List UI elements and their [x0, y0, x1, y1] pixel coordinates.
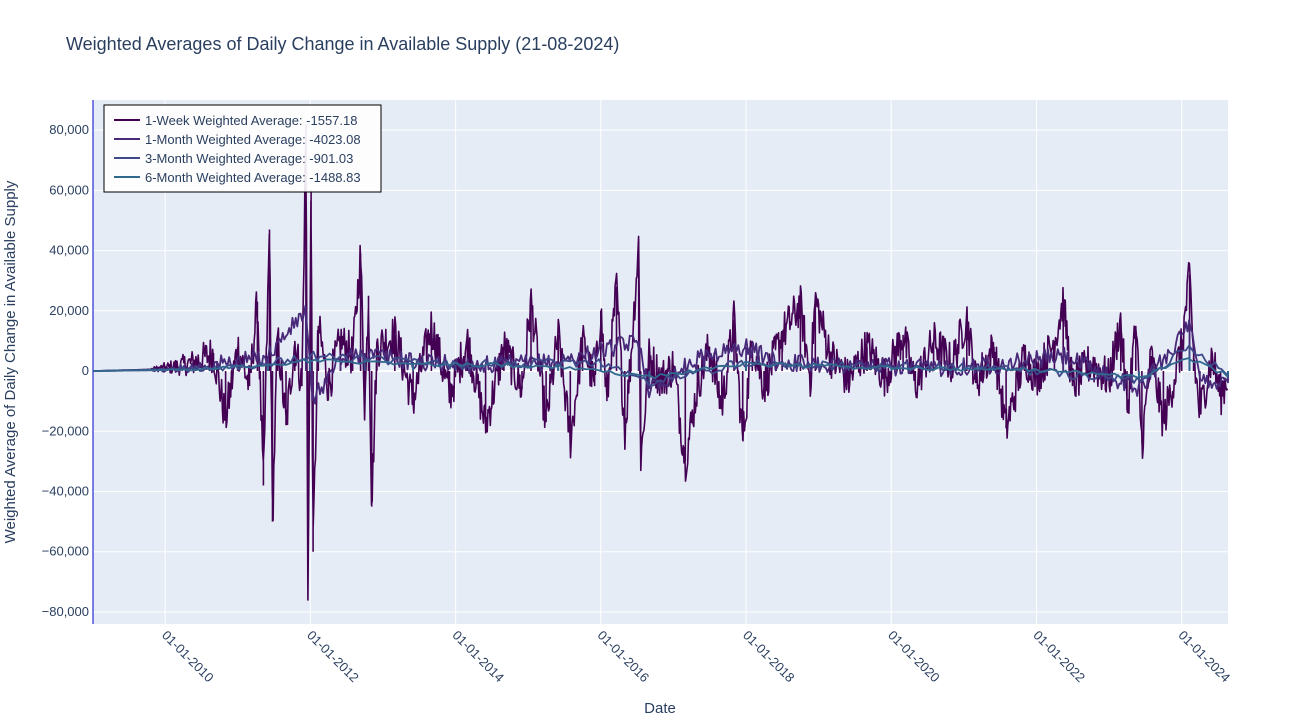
- legend-box: [103, 104, 382, 193]
- series-layer: [93, 124, 1229, 601]
- series-line-4: [93, 357, 1229, 380]
- y-tick-label: −80,000: [42, 604, 89, 619]
- y-tick-label: −20,000: [42, 423, 89, 438]
- x-tick-label: 01-01-2020: [885, 628, 943, 686]
- y-tick-label: −40,000: [42, 483, 89, 498]
- y-tick-label: 40,000: [49, 243, 89, 258]
- legend-label-3[interactable]: 3-Month Weighted Average: -901.03: [145, 151, 353, 166]
- x-tick-label: 01-01-2010: [159, 628, 217, 686]
- x-tick-label: 01-01-2014: [450, 628, 508, 686]
- legend-label-4[interactable]: 6-Month Weighted Average: -1488.83: [145, 170, 361, 185]
- x-tick-labels: 01-01-2010 01-01-2012 01-01-2014 01-01-2016…: [159, 628, 1233, 686]
- x-tick-label: 01-01-2012: [304, 628, 362, 686]
- x-tick-label: 01-01-2018: [740, 628, 798, 686]
- y-tick-label: 0: [82, 363, 89, 378]
- y-axis-label: Weighted Average of Daily Change in Avai…: [2, 180, 19, 543]
- y-tick-label: 20,000: [49, 303, 89, 318]
- y-tick-label: 80,000: [49, 122, 89, 137]
- x-axis-label: Date: [644, 700, 676, 717]
- y-tick-label: 60,000: [49, 182, 89, 197]
- legend-label-1[interactable]: 1-Week Weighted Average: -1557.18: [145, 113, 357, 128]
- y-tick-label: −60,000: [42, 544, 89, 559]
- x-tick-label: 01-01-2022: [1030, 628, 1088, 686]
- legend-label-2[interactable]: 1-Month Weighted Average: -4023.08: [145, 132, 361, 147]
- chart-title: Weighted Averages of Daily Change in Ava…: [66, 34, 619, 54]
- x-tick-label: 01-01-2016: [595, 628, 653, 686]
- legend[interactable]: 1-Week Weighted Average: -1557.18 1-Mont…: [103, 104, 382, 193]
- y-tick-labels: −80,000 −60,000 −40,000 −20,000 0 20,000 40,00…: [42, 122, 89, 619]
- x-tick-label: 01-01-2024: [1176, 628, 1234, 686]
